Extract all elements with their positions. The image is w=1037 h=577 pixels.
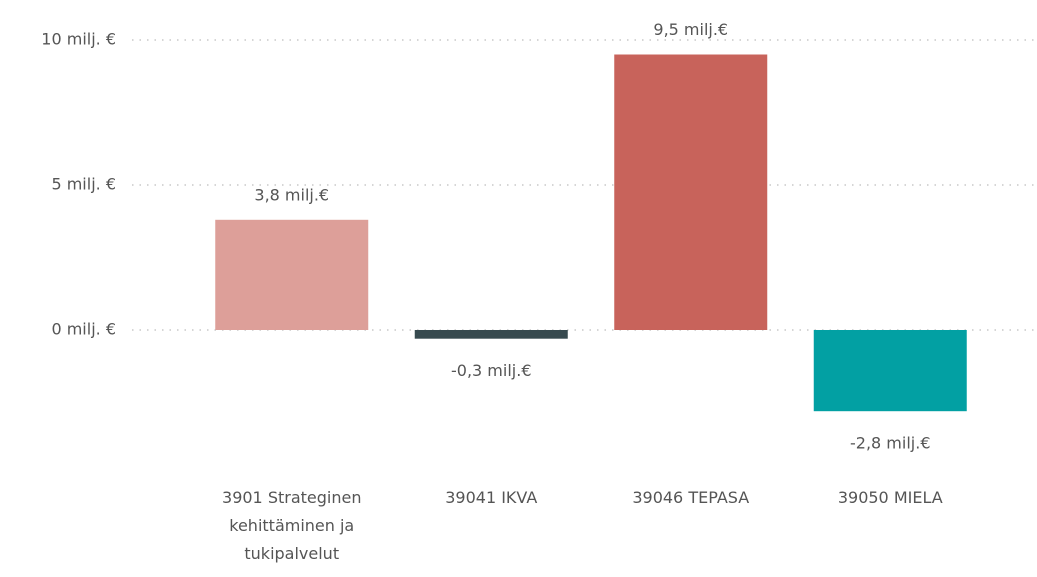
- bar: [813, 330, 967, 412]
- y-tick-label: 0 milj. €: [51, 320, 116, 339]
- bar: [614, 54, 768, 330]
- bar: [215, 219, 369, 330]
- x-tick-label: 39041 IKVA: [445, 488, 538, 507]
- x-tick-label: 3901 Strateginen kehittäminen ja tukipal…: [222, 488, 362, 563]
- y-tick-label: 5 milj. €: [51, 175, 116, 194]
- bar: [414, 330, 568, 339]
- y-tick-label: 10 milj. €: [41, 30, 116, 49]
- value-label: -0,3 milj.€: [451, 361, 532, 380]
- value-label: 9,5 milj.€: [653, 20, 728, 39]
- value-label: -2,8 milj.€: [850, 434, 931, 453]
- x-tick-label: 39050 MIELA: [837, 488, 943, 507]
- x-tick-label: 39046 TEPASA: [632, 488, 750, 507]
- value-label: 3,8 milj.€: [254, 185, 329, 204]
